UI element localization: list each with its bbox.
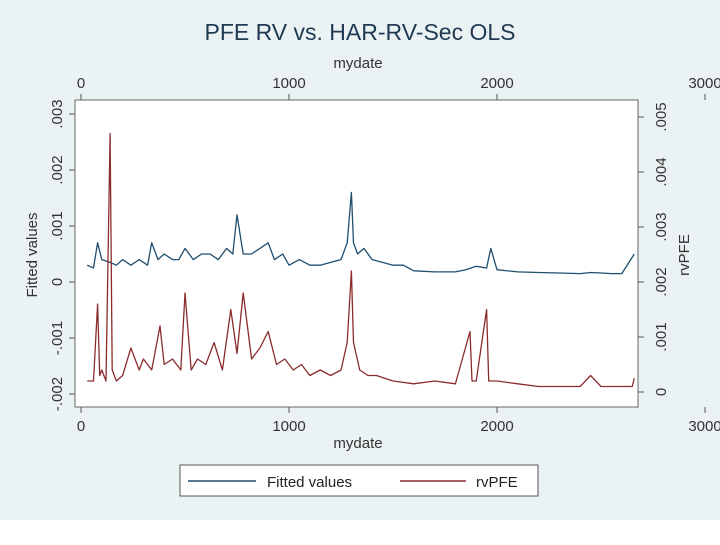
x-top-tick-label: 1000 (272, 75, 305, 92)
y-right-tick-label: .005 (653, 102, 670, 131)
y-left-tick-label: -.001 (49, 321, 66, 355)
chart-title: PFE RV vs. HAR-RV-Sec OLS (204, 19, 515, 45)
y-left-tick-label: 0 (49, 278, 66, 286)
y-right-tick-label: 0 (653, 388, 670, 396)
y-right-tick-label: .002 (653, 267, 670, 296)
x-bottom-tick-label: 1000 (272, 418, 305, 435)
series-layer (86, 132, 635, 388)
y-left-tick-label: .003 (49, 99, 66, 128)
x-bottom-tick-label: 0 (77, 418, 85, 435)
plot-area (74, 99, 639, 408)
legend-label-rvpfe: rvPFE (476, 474, 518, 491)
x-bottom-tick-label: 2000 (480, 418, 513, 435)
y-right-tick-label: .003 (653, 212, 670, 241)
series-line-fitted-values (86, 191, 635, 275)
legend-label-fitted-values: Fitted values (267, 474, 352, 491)
x-top-tick-label: 0 (77, 75, 85, 92)
x-axis-top-title: mydate (333, 55, 382, 72)
series-line-rvpfe (87, 132, 635, 388)
x-bottom-tick-label: 3000 (688, 418, 720, 435)
y-axis-left-title: Fitted values (24, 212, 41, 297)
y-left-tick-label: -.002 (49, 377, 66, 411)
x-top-tick-label: 3000 (688, 75, 720, 92)
y-right-tick-label: .004 (653, 157, 670, 186)
axes-layer: 0 1000 2000 3000 0 1000 2000 3000 -.002 -.001 0 .00… (49, 75, 720, 435)
y-right-tick-label: .001 (653, 322, 670, 351)
x-axis-bottom-title: mydate (333, 435, 382, 452)
x-top-tick-label: 2000 (480, 75, 513, 92)
y-axis-right-title: rvPFE (676, 234, 693, 276)
y-left-tick-label: .001 (49, 211, 66, 240)
y-left-tick-label: .002 (49, 155, 66, 184)
legend: Fitted values rvPFE (179, 464, 539, 497)
